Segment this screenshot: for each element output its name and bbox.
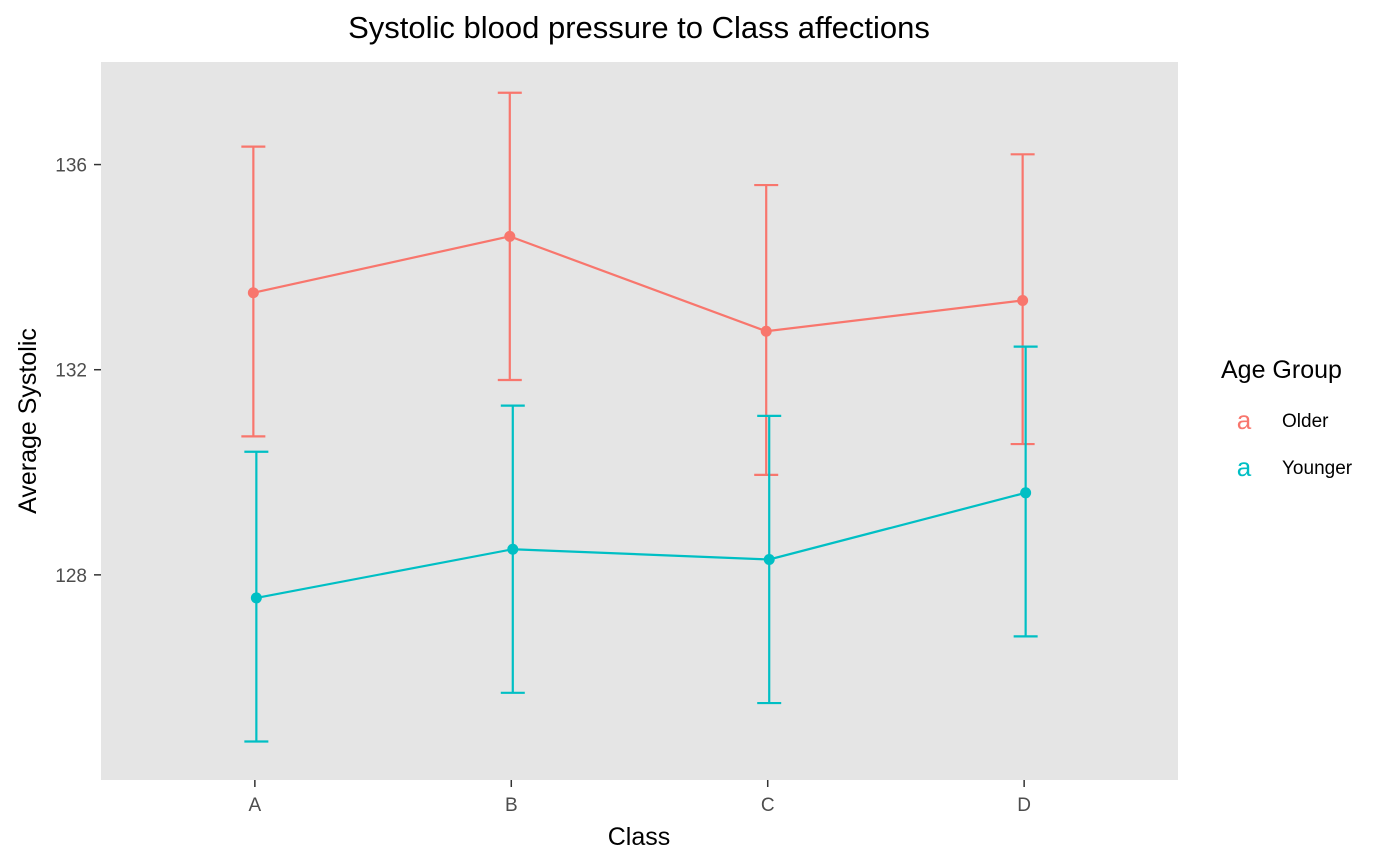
y-axis-title: Average Systolic [14,328,42,514]
data-point [504,230,516,242]
x-tick-label: B [505,795,518,816]
series-line [253,235,1023,333]
y-tick-label: 132 [55,361,87,382]
series-line [256,491,1026,600]
x-tick-label: D [1017,795,1031,816]
legend-key-glyph: a [1237,452,1252,482]
x-tick-label: C [761,795,775,816]
x-axis-title: Class [608,823,671,851]
y-tick-label: 136 [55,156,87,177]
legend-label: Younger [1282,458,1353,479]
legend-title: Age Group [1221,356,1342,384]
y-tick-label: 128 [55,566,87,587]
legend-label: Older [1282,411,1329,432]
series-older [241,91,1035,476]
y-axis: 128 132 136 [55,156,101,587]
legend-item-older: a Older [1237,405,1329,435]
plot-panel [101,62,1178,780]
series-layer [241,91,1038,743]
legend: Age Group a Older a Younger [1221,356,1353,482]
data-point [250,592,262,604]
x-tick-label: A [249,795,262,816]
chart-title: Systolic blood pressure to Class affecti… [348,10,930,45]
data-point [1017,294,1029,306]
series-younger [244,345,1038,743]
data-point [507,543,519,555]
data-point [1020,487,1032,499]
data-point [763,553,775,565]
legend-key-glyph: a [1237,405,1252,435]
data-point [247,287,259,299]
legend-item-younger: a Younger [1237,452,1353,482]
x-axis: A B C D [249,780,1031,816]
data-point [760,325,772,337]
